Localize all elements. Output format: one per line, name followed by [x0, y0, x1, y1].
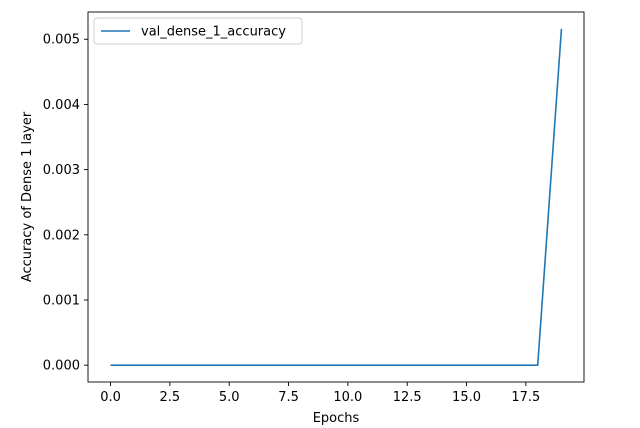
y-tick-label: 0.005: [43, 33, 80, 48]
x-tick-label: 10.0: [333, 390, 362, 405]
x-tick-label: 5.0: [219, 390, 240, 405]
plot-area: [87, 11, 585, 383]
legend-box: [93, 17, 303, 45]
x-axis-label: Epochs: [313, 411, 360, 426]
y-axis-ticks: 0.000 0.001 0.002 0.003 0.004 0.005: [43, 33, 88, 374]
y-tick-label: 0.003: [43, 163, 80, 178]
x-tick-label: 15.0: [452, 390, 481, 405]
x-tick-label: 2.5: [160, 390, 181, 405]
x-tick-label: 12.5: [393, 390, 422, 405]
y-tick-label: 0.001: [43, 293, 80, 308]
legend-label: val_dense_1_accuracy: [141, 25, 286, 40]
x-tick-label: 0.0: [100, 390, 121, 405]
y-tick-label: 0.002: [43, 228, 80, 243]
y-axis-label: Accuracy of Dense 1 layer: [20, 111, 35, 282]
y-tick-label: 0.004: [43, 98, 80, 113]
x-tick-label: 17.5: [511, 390, 540, 405]
x-tick-label: 7.5: [278, 390, 299, 405]
axes-frame: [87, 11, 585, 383]
legend: val_dense_1_accuracy: [93, 17, 303, 45]
x-axis-ticks: 0.0 2.5 5.0 7.5 10.0 12.5 15.0 17.5: [100, 382, 540, 405]
y-tick-label: 0.000: [43, 359, 80, 374]
series-line-0: [110, 28, 563, 366]
